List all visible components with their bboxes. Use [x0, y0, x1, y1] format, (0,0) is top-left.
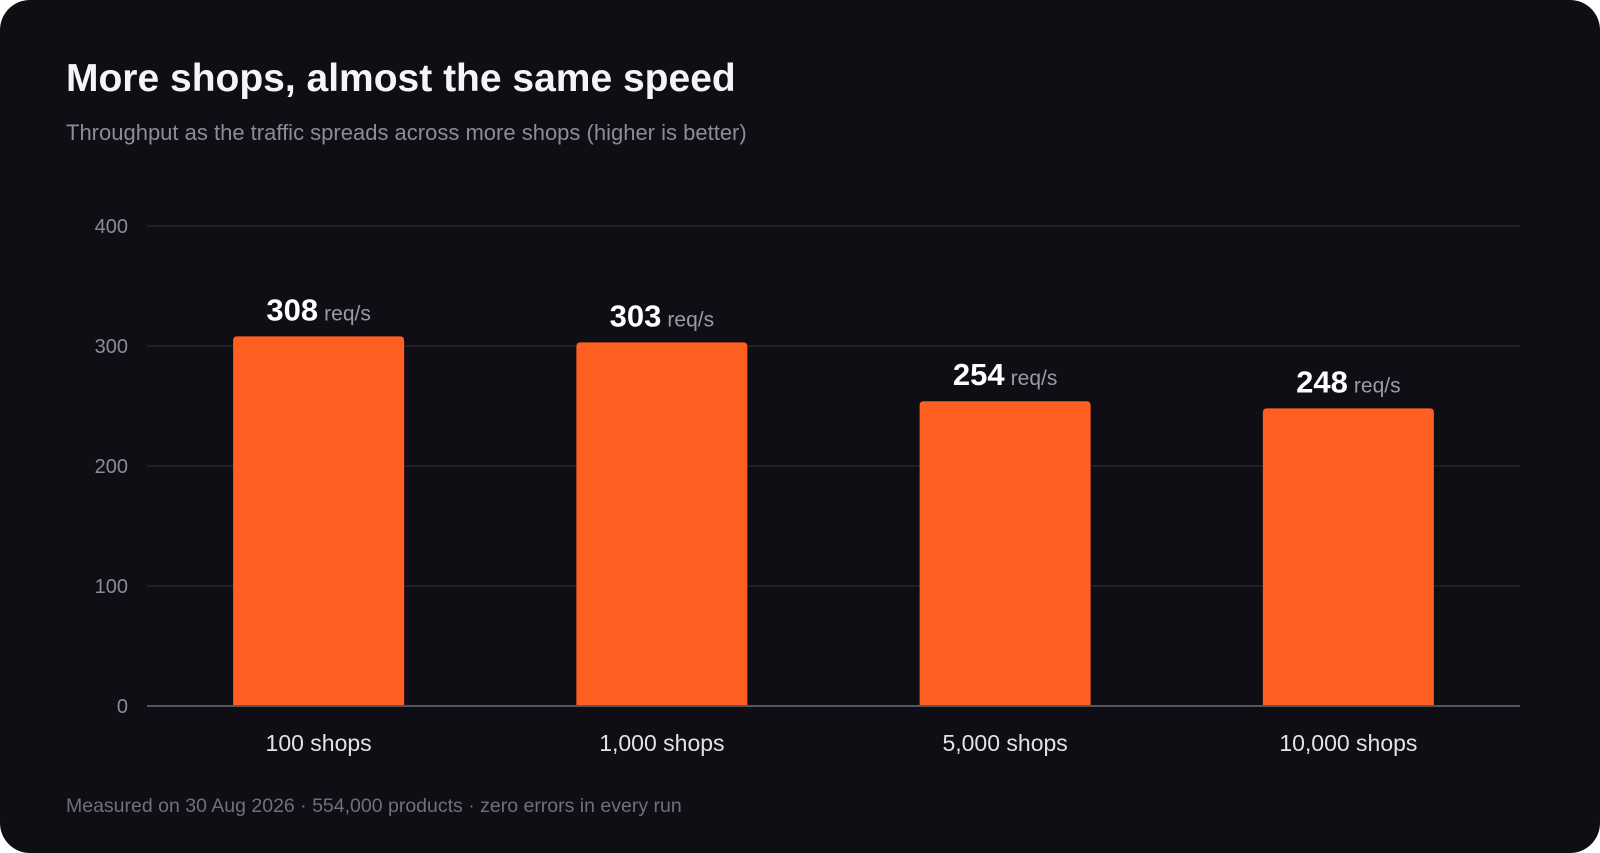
- data-label: 248 req/s: [1296, 364, 1400, 399]
- chart-title: More shops, almost the same speed: [66, 57, 736, 100]
- data-label-unit: req/s: [1011, 367, 1058, 390]
- x-category-label: 10,000 shops: [1279, 730, 1417, 756]
- x-category-label: 5,000 shops: [942, 730, 1067, 756]
- y-tick-label: 400: [95, 216, 128, 238]
- chart-subtitle: Throughput as the traffic spreads across…: [66, 120, 747, 145]
- bars: [233, 336, 1434, 706]
- y-tick-label: 300: [95, 336, 128, 358]
- y-axis-ticks: 0 100 200 300 400: [95, 216, 128, 718]
- data-label-unit: req/s: [324, 302, 371, 325]
- x-axis-categories: 100 shops 1,000 shops 5,000 shops 10,000 sh…: [266, 730, 1418, 756]
- bar: [1262, 408, 1434, 706]
- bar: [576, 342, 748, 706]
- data-label-unit: req/s: [667, 308, 714, 331]
- y-tick-label: 100: [95, 576, 128, 598]
- data-label: 254 req/s: [953, 357, 1057, 392]
- data-label: 303 req/s: [610, 298, 714, 333]
- data-label-unit: req/s: [1354, 374, 1401, 397]
- data-label-value: 303: [610, 298, 662, 333]
- chart-footnote: Measured on 30 Aug 2026 · 554,000 produc…: [66, 795, 682, 817]
- data-label: 308 req/s: [266, 292, 370, 327]
- y-tick-label: 200: [95, 456, 128, 478]
- x-category-label: 1,000 shops: [599, 730, 724, 756]
- y-tick-label: 0: [117, 696, 128, 718]
- data-label-value: 308: [266, 292, 318, 327]
- data-label-value: 248: [1296, 364, 1348, 399]
- x-category-label: 100 shops: [266, 730, 372, 756]
- bar: [919, 401, 1091, 706]
- data-label-value: 254: [953, 357, 1005, 392]
- bar: [233, 336, 405, 706]
